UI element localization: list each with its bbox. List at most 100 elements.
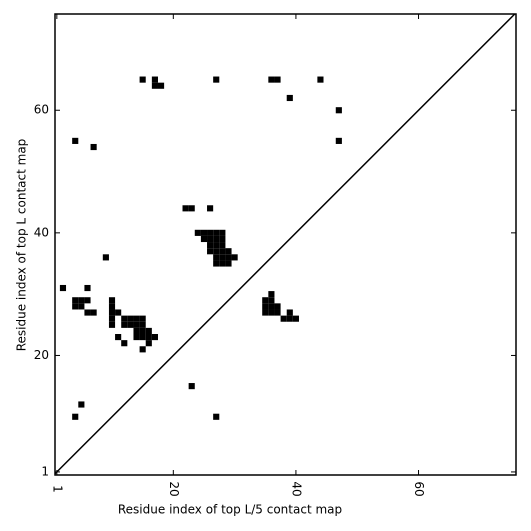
y-tick-label: 1 (41, 464, 49, 478)
contact-cell (268, 303, 275, 310)
contact-cell (268, 76, 275, 83)
contact-cell (200, 235, 208, 243)
contact-cell (213, 248, 220, 255)
contact-cell (268, 309, 275, 316)
contact-cell (102, 254, 109, 261)
contact-cell (207, 242, 214, 249)
contact-cell (108, 303, 116, 310)
contact-cell (78, 303, 85, 310)
contact-cell (121, 315, 128, 322)
contact-cell (317, 76, 324, 83)
contact-cell (213, 254, 220, 261)
contact-cell (84, 284, 91, 292)
contact-cell (133, 315, 140, 322)
contact-cell (188, 383, 195, 390)
contact-cell (182, 205, 189, 212)
contact-cell (72, 413, 79, 420)
contact-cell (213, 235, 220, 243)
contact-cell (127, 315, 134, 322)
contact-cell (286, 309, 293, 316)
contact-cell (225, 260, 232, 267)
contact-cell (90, 143, 97, 151)
contact-cell (108, 321, 116, 328)
y-axis-label: Residue index of top L contact map (15, 139, 29, 352)
contact-cell (207, 235, 214, 243)
plot-frame (54, 13, 517, 476)
contact-cell (145, 334, 152, 341)
contact-cell (188, 205, 195, 212)
contact-cell (133, 321, 140, 328)
contact-cell (115, 309, 122, 316)
contact-cell (108, 309, 116, 316)
contact-cell (121, 321, 128, 328)
contact-cell (219, 235, 226, 243)
contact-cell (139, 327, 146, 335)
contact-cell (72, 297, 79, 304)
diagonal-line (54, 13, 516, 475)
contact-cell (84, 297, 91, 304)
contact-cell (121, 340, 128, 347)
contact-cell (194, 229, 201, 236)
contact-cell (133, 327, 140, 335)
contact-cell (145, 340, 152, 347)
contact-cell (78, 401, 85, 408)
contact-cell (213, 229, 220, 236)
contact-cell (262, 309, 269, 316)
contact-cell (274, 309, 281, 316)
contact-cell (213, 260, 220, 267)
contact-cell (157, 82, 165, 89)
contact-cell (262, 297, 269, 304)
contact-cell (72, 303, 79, 310)
contact-cell (207, 229, 214, 236)
contact-cell (213, 242, 220, 249)
contact-cell (139, 315, 146, 322)
contact-cell (115, 334, 122, 341)
contact-cell (84, 309, 91, 316)
contact-cell (200, 229, 208, 236)
contact-cell (292, 315, 299, 322)
contact-cell (268, 297, 275, 304)
contact-cell (219, 242, 226, 249)
y-tick-label: 60 (34, 103, 49, 117)
contact-cell (219, 248, 226, 255)
x-tick-label: 1 (50, 485, 64, 493)
contact-cell (231, 254, 238, 261)
contact-cell (213, 413, 220, 420)
contact-cell (213, 76, 220, 83)
contact-cell (151, 76, 158, 83)
x-axis-label: Residue index of top L/5 contact map (118, 503, 342, 517)
contact-cell (219, 254, 226, 261)
contact-cell (207, 248, 214, 255)
contact-cell (139, 76, 146, 83)
contact-cell (219, 260, 226, 267)
contact-cell (262, 303, 269, 310)
contact-cell (335, 137, 342, 144)
contact-cell (280, 315, 287, 322)
contact-cell (268, 291, 275, 298)
contact-cell (139, 334, 146, 341)
contact-cell (286, 94, 293, 102)
contact-cell (108, 297, 116, 304)
contact-cell (145, 327, 152, 335)
contact-cell (72, 137, 79, 144)
y-tick-label: 40 (34, 225, 49, 239)
contact-cell (59, 284, 67, 292)
contact-cell (108, 315, 116, 322)
contact-cell (78, 297, 85, 304)
y-tick-label: 20 (34, 348, 49, 362)
contact-cell (151, 82, 158, 89)
contact-cell (225, 248, 232, 255)
contact-cell (274, 303, 281, 310)
contact-cell (127, 321, 134, 328)
contact-cell (207, 205, 214, 212)
contact-cell (139, 346, 146, 353)
contact-cell (90, 309, 97, 316)
contact-cell (335, 107, 342, 114)
x-tick-label: 60 (412, 481, 426, 496)
x-tick-label: 40 (289, 481, 303, 496)
contact-cell (274, 76, 281, 83)
contact-cell (286, 315, 293, 322)
contact-cell (133, 334, 140, 341)
